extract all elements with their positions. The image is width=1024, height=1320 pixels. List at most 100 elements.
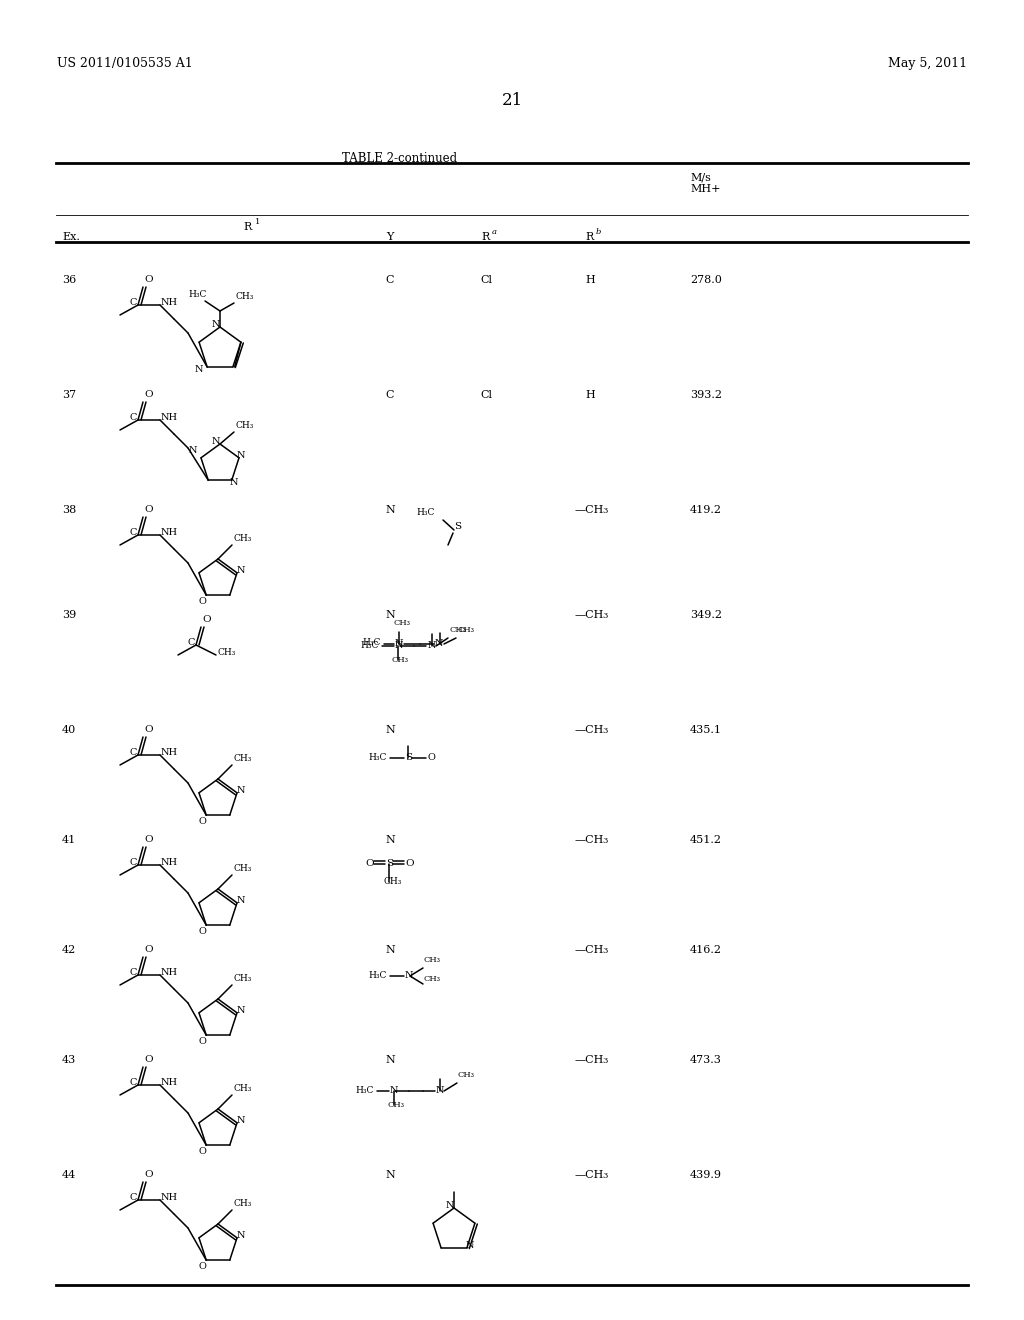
- Text: 435.1: 435.1: [690, 725, 722, 735]
- Text: O: O: [406, 859, 414, 869]
- Text: CH₃: CH₃: [233, 1199, 251, 1208]
- Text: N: N: [385, 836, 395, 845]
- Text: M/s: M/s: [690, 172, 711, 182]
- Text: H₃C: H₃C: [368, 972, 386, 979]
- Text: N: N: [406, 972, 414, 979]
- Text: N: N: [212, 319, 220, 329]
- Text: N: N: [229, 478, 238, 487]
- Text: 43: 43: [62, 1055, 76, 1065]
- Text: 3: 3: [602, 946, 607, 954]
- Text: H: H: [585, 389, 595, 400]
- Text: N: N: [237, 451, 246, 459]
- Text: 3: 3: [602, 1172, 607, 1180]
- Text: CH₃: CH₃: [234, 292, 253, 301]
- Text: N: N: [385, 1170, 395, 1180]
- Text: CH₃: CH₃: [392, 656, 409, 664]
- Text: O: O: [144, 506, 153, 513]
- Text: N: N: [395, 639, 403, 648]
- Text: C: C: [130, 968, 137, 977]
- Text: Cl: Cl: [480, 389, 492, 400]
- Text: N: N: [237, 785, 246, 795]
- Text: O: O: [202, 615, 211, 624]
- Text: CH₃: CH₃: [388, 1101, 406, 1109]
- Text: CH₃: CH₃: [234, 421, 253, 430]
- Text: NH: NH: [161, 298, 178, 308]
- Text: N: N: [237, 1006, 246, 1015]
- Text: 41: 41: [62, 836, 76, 845]
- Text: CH₃: CH₃: [457, 626, 474, 634]
- Text: H₃C: H₃C: [362, 638, 380, 647]
- Text: R: R: [482, 232, 490, 242]
- Text: N: N: [445, 1201, 455, 1210]
- Text: O: O: [144, 275, 153, 284]
- Text: CH₃: CH₃: [424, 956, 441, 964]
- Text: 416.2: 416.2: [690, 945, 722, 954]
- Text: MH+: MH+: [690, 183, 721, 194]
- Text: O: O: [144, 836, 153, 843]
- Text: CH₃: CH₃: [233, 974, 251, 983]
- Text: O: O: [199, 1262, 206, 1271]
- Text: CH₃: CH₃: [233, 754, 251, 763]
- Text: H₃C: H₃C: [188, 290, 207, 300]
- Text: 44: 44: [62, 1170, 76, 1180]
- Text: O: O: [199, 927, 206, 936]
- Text: May 5, 2011: May 5, 2011: [888, 57, 967, 70]
- Text: 36: 36: [62, 275, 76, 285]
- Text: a: a: [492, 228, 497, 236]
- Text: N: N: [395, 642, 403, 649]
- Text: O: O: [199, 1038, 206, 1047]
- Text: C: C: [386, 389, 394, 400]
- Text: CH₃: CH₃: [383, 876, 401, 886]
- Text: C: C: [130, 528, 137, 537]
- Text: 1: 1: [255, 218, 260, 226]
- Text: R: R: [244, 222, 252, 232]
- Text: O: O: [144, 389, 153, 399]
- Text: 3: 3: [602, 727, 607, 735]
- Text: CH₃: CH₃: [233, 1084, 251, 1093]
- Text: N: N: [385, 725, 395, 735]
- Text: CH₃: CH₃: [233, 535, 251, 543]
- Text: N: N: [436, 1086, 444, 1096]
- Text: —CH: —CH: [575, 610, 604, 620]
- Text: CH₃: CH₃: [458, 1071, 475, 1078]
- Text: C: C: [130, 413, 137, 422]
- Text: N: N: [385, 945, 395, 954]
- Text: C: C: [130, 1193, 137, 1203]
- Text: NH: NH: [161, 968, 178, 977]
- Text: —CH: —CH: [575, 1170, 604, 1180]
- Text: CH₃: CH₃: [217, 648, 236, 657]
- Text: R: R: [586, 232, 594, 242]
- Text: NH: NH: [161, 1193, 178, 1203]
- Text: N: N: [385, 1055, 395, 1065]
- Text: C: C: [130, 1078, 137, 1086]
- Text: O: O: [199, 817, 206, 826]
- Text: C: C: [130, 298, 137, 308]
- Text: —CH: —CH: [575, 725, 604, 735]
- Text: O: O: [144, 1170, 153, 1179]
- Text: H₃C: H₃C: [355, 1086, 374, 1096]
- Text: N: N: [390, 1086, 398, 1096]
- Text: O: O: [144, 1055, 153, 1064]
- Text: Cl: Cl: [480, 275, 492, 285]
- Text: —CH: —CH: [575, 506, 604, 515]
- Text: —CH: —CH: [575, 1055, 604, 1065]
- Text: 278.0: 278.0: [690, 275, 722, 285]
- Text: C: C: [130, 748, 137, 756]
- Text: C: C: [386, 275, 394, 285]
- Text: NH: NH: [161, 748, 178, 756]
- Text: b: b: [596, 228, 601, 236]
- Text: O: O: [427, 752, 435, 762]
- Text: 3: 3: [602, 837, 607, 845]
- Text: 38: 38: [62, 506, 76, 515]
- Text: N: N: [195, 364, 204, 374]
- Text: O: O: [144, 725, 153, 734]
- Text: S: S: [454, 521, 461, 531]
- Text: 39: 39: [62, 610, 76, 620]
- Text: 419.2: 419.2: [690, 506, 722, 515]
- Text: 3: 3: [602, 507, 607, 515]
- Text: 3: 3: [602, 612, 607, 620]
- Text: N: N: [237, 1230, 246, 1239]
- Text: N: N: [212, 437, 220, 446]
- Text: Ex.: Ex.: [62, 232, 80, 242]
- Text: 473.3: 473.3: [690, 1055, 722, 1065]
